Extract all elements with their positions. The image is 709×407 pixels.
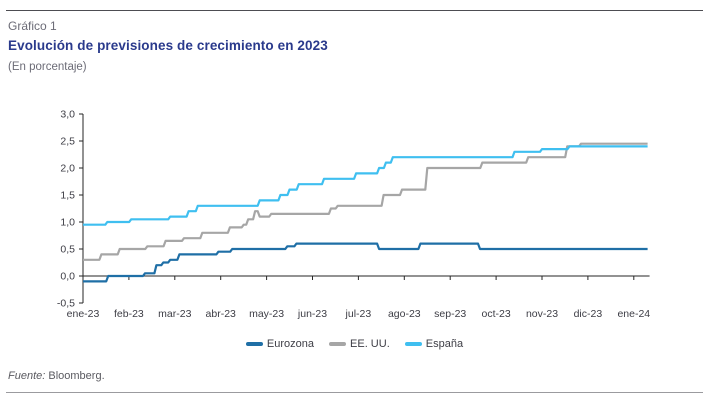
legend-label: España <box>425 338 464 350</box>
x-tick-label: dic-23 <box>574 308 603 320</box>
legend-item-espana: España <box>404 338 464 350</box>
series-line-eurozona <box>83 242 648 283</box>
source-note: Fuente: Bloomberg. <box>8 370 105 382</box>
page-title: Evolución de previsiones de crecimiento … <box>8 38 328 53</box>
source-label: Fuente: <box>8 370 46 382</box>
y-tick-label: 1,5 <box>60 190 75 202</box>
chart-number: Gráfico 1 <box>8 19 57 33</box>
top-divider <box>6 10 703 11</box>
growth-forecast-chart: 3,0 2,5 2,0 1,5 1,0 0,5 0,0 -0,5 ene-23 feb-23 mar… <box>0 95 709 330</box>
x-tick-label: ene-24 <box>617 308 650 320</box>
legend-item-eurozona: Eurozona <box>245 338 315 350</box>
eurozona-line-swatch <box>245 342 263 346</box>
x-tick-label: ago-23 <box>388 308 421 320</box>
x-tick-label: oct-23 <box>482 308 511 320</box>
y-tick-label: 3,0 <box>60 109 75 121</box>
x-tick-label: abr-23 <box>206 308 237 320</box>
x-tick-label: sep-23 <box>434 308 466 320</box>
y-tick-label: 1,0 <box>60 217 75 229</box>
x-tick-label: feb-23 <box>114 308 144 320</box>
legend-item-eeuu: EE. UU. <box>329 338 390 350</box>
legend-label: EE. UU. <box>350 338 390 350</box>
x-tick-label: may-23 <box>249 308 284 320</box>
y-tick-label: 0,5 <box>60 244 75 256</box>
x-tick-label: mar-23 <box>158 308 191 320</box>
y-tick-label: -0,5 <box>57 298 75 310</box>
x-tick-label: ene-23 <box>67 308 100 320</box>
legend-label: Eurozona <box>266 338 315 350</box>
series-line-eeuu <box>83 142 648 261</box>
y-tick-label: 2,0 <box>60 163 75 175</box>
y-tick-label: 2,5 <box>60 136 75 148</box>
espana-line-swatch <box>404 342 422 346</box>
chart-legend: Eurozona EE. UU. España <box>0 338 709 350</box>
y-tick-label: 0,0 <box>60 271 75 283</box>
bottom-divider <box>6 392 703 393</box>
series-line-espaa <box>83 145 648 226</box>
x-tick-label: jul-23 <box>345 308 372 320</box>
x-tick-label: jun-23 <box>297 308 327 320</box>
chart-units-subtitle: (En porcentaje) <box>8 61 87 73</box>
x-tick-label: nov-23 <box>526 308 558 320</box>
source-value: Bloomberg. <box>48 370 105 382</box>
eeuu-line-swatch <box>329 342 347 346</box>
